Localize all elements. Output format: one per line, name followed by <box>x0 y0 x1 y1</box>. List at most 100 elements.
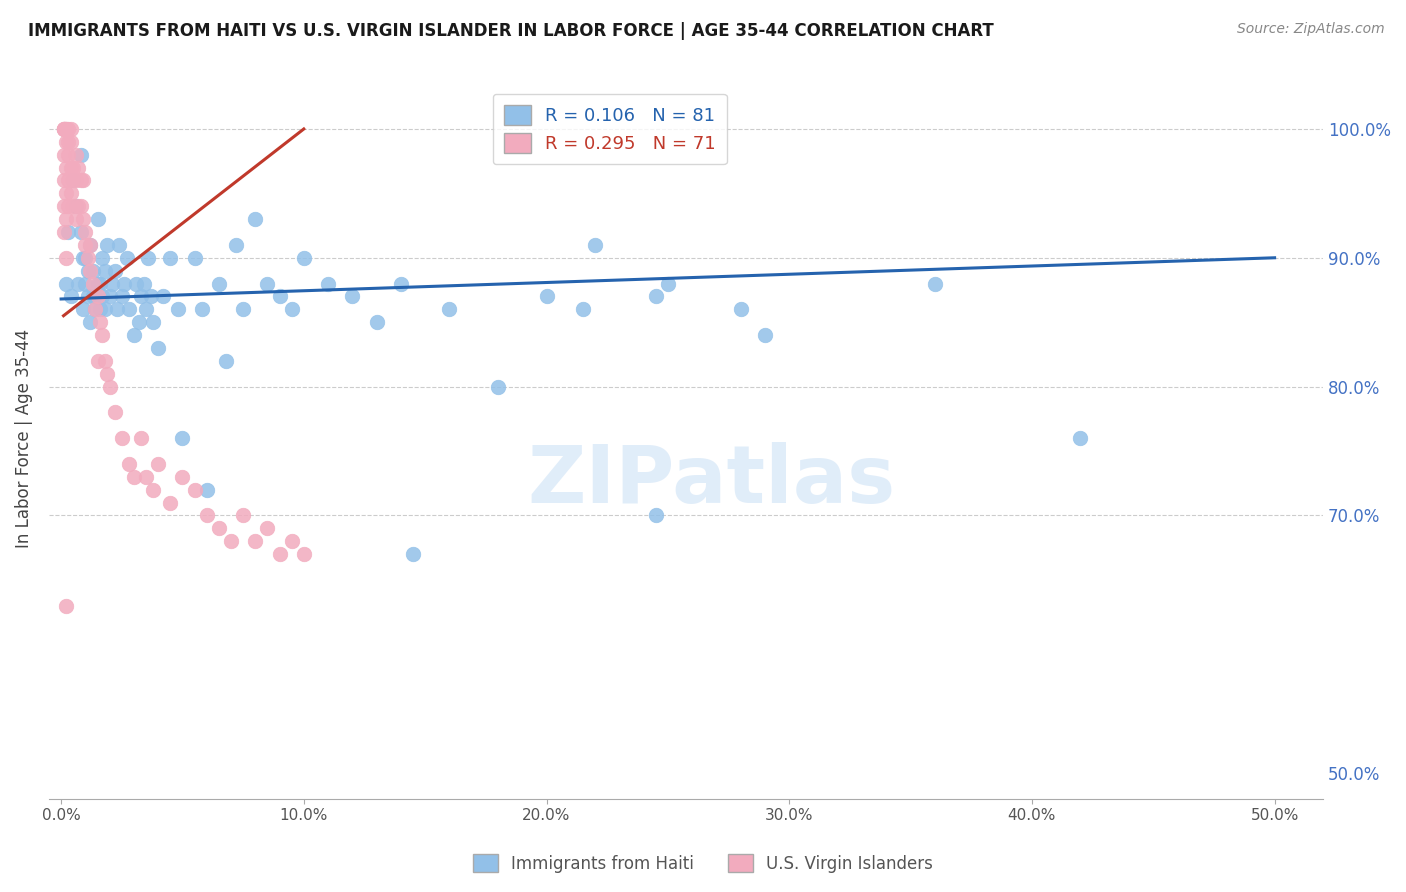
Point <box>58 225 80 239</box>
Point <box>84 289 107 303</box>
Point <box>583 238 606 252</box>
Point <box>67 161 90 175</box>
Point <box>280 534 302 549</box>
Point <box>59 161 82 175</box>
Point <box>58 135 80 149</box>
Point <box>215 354 238 368</box>
Point <box>55 251 77 265</box>
Point <box>148 341 170 355</box>
Point <box>644 289 666 303</box>
Point <box>72 173 94 187</box>
Point <box>65 147 87 161</box>
Point <box>195 508 218 523</box>
Point <box>135 469 157 483</box>
Point <box>76 263 98 277</box>
Point <box>389 277 412 291</box>
Point <box>86 277 108 291</box>
Point <box>58 199 80 213</box>
Point <box>55 599 77 613</box>
Point <box>292 251 315 265</box>
Point <box>55 135 77 149</box>
Point <box>69 225 91 239</box>
Text: Source: ZipAtlas.com: Source: ZipAtlas.com <box>1237 22 1385 37</box>
Point <box>75 277 97 291</box>
Point <box>91 328 114 343</box>
Legend: Immigrants from Haiti, U.S. Virgin Islanders: Immigrants from Haiti, U.S. Virgin Islan… <box>467 847 939 880</box>
Point <box>402 547 425 561</box>
Point <box>103 263 125 277</box>
Point <box>65 199 87 213</box>
Point <box>208 521 231 535</box>
Point <box>79 238 101 252</box>
Point <box>166 302 188 317</box>
Point <box>139 289 162 303</box>
Point <box>52 122 75 136</box>
Point <box>191 302 214 317</box>
Point <box>138 251 160 265</box>
Point <box>55 212 77 227</box>
Point <box>82 289 104 303</box>
Point <box>55 186 77 201</box>
Point <box>52 122 75 136</box>
Point <box>94 302 117 317</box>
Point <box>94 354 117 368</box>
Point <box>84 302 107 317</box>
Point <box>108 238 131 252</box>
Point <box>103 405 125 419</box>
Point <box>55 161 77 175</box>
Point <box>91 251 114 265</box>
Point <box>122 328 145 343</box>
Point <box>111 289 134 303</box>
Point <box>172 431 194 445</box>
Point <box>59 289 82 303</box>
Point <box>101 277 124 291</box>
Point <box>754 328 776 343</box>
Point <box>644 508 666 523</box>
Point <box>55 122 77 136</box>
Point <box>69 199 91 213</box>
Point <box>86 354 108 368</box>
Point <box>75 251 97 265</box>
Point <box>245 212 267 227</box>
Y-axis label: In Labor Force | Age 35-44: In Labor Force | Age 35-44 <box>15 328 32 548</box>
Point <box>118 457 141 471</box>
Point <box>1069 431 1091 445</box>
Text: IMMIGRANTS FROM HAITI VS U.S. VIRGIN ISLANDER IN LABOR FORCE | AGE 35-44 CORRELA: IMMIGRANTS FROM HAITI VS U.S. VIRGIN ISL… <box>28 22 994 40</box>
Point <box>91 289 114 303</box>
Point <box>79 263 101 277</box>
Point <box>269 547 291 561</box>
Point <box>232 302 254 317</box>
Point <box>115 251 138 265</box>
Point <box>280 302 302 317</box>
Point <box>98 289 121 303</box>
Point <box>65 173 87 187</box>
Point <box>69 147 91 161</box>
Point <box>105 302 128 317</box>
Point <box>111 431 134 445</box>
Point <box>72 302 94 317</box>
Point <box>76 289 98 303</box>
Point <box>67 199 90 213</box>
Point <box>128 315 150 329</box>
Point <box>69 173 91 187</box>
Point <box>52 122 75 136</box>
Point <box>132 277 155 291</box>
Point <box>79 238 101 252</box>
Point <box>96 367 118 381</box>
Point <box>52 173 75 187</box>
Point <box>52 225 75 239</box>
Point <box>159 251 181 265</box>
Point <box>76 251 98 265</box>
Point <box>58 147 80 161</box>
Point <box>59 135 82 149</box>
Point <box>55 277 77 291</box>
Point <box>79 315 101 329</box>
Point <box>256 277 278 291</box>
Point <box>55 122 77 136</box>
Point <box>142 483 165 497</box>
Point <box>82 263 104 277</box>
Point <box>183 251 205 265</box>
Point <box>58 173 80 187</box>
Point <box>439 302 461 317</box>
Point <box>129 289 152 303</box>
